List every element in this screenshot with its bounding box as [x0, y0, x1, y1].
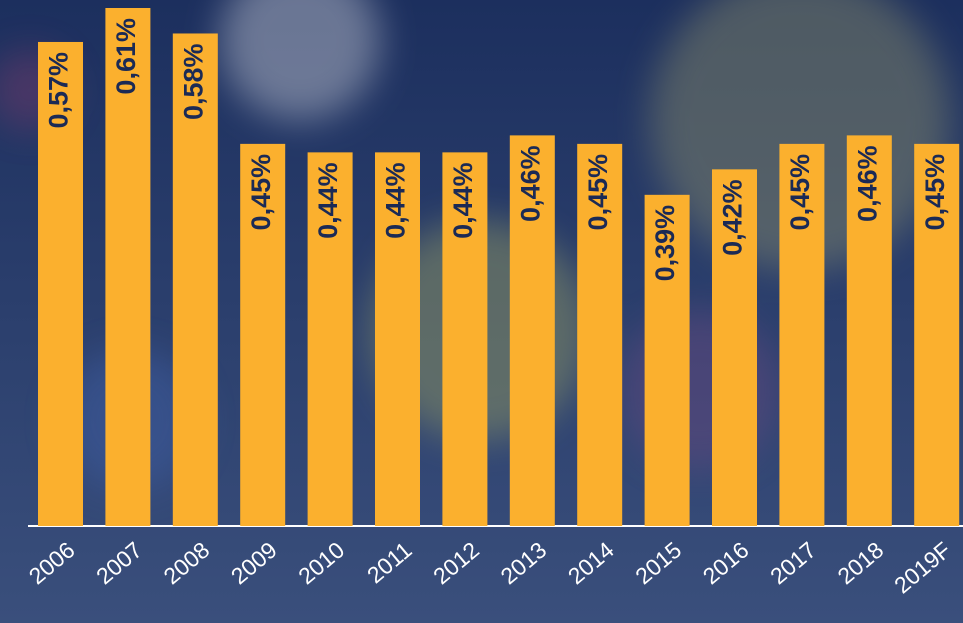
value-label: 0,46%	[852, 145, 882, 222]
bar	[105, 8, 151, 526]
value-label: 0,39%	[650, 205, 680, 282]
bar	[307, 152, 353, 526]
bar	[577, 143, 623, 527]
bar	[846, 135, 892, 526]
bar	[172, 33, 218, 527]
value-label: 0,45%	[246, 154, 276, 231]
value-label: 0,58%	[178, 43, 208, 120]
value-label: 0,45%	[785, 154, 815, 231]
bar	[442, 152, 488, 526]
value-label: 0,61%	[111, 18, 141, 95]
bar	[38, 41, 83, 526]
value-label: 0,42%	[718, 179, 748, 256]
bar	[712, 169, 757, 526]
value-label: 0,45%	[920, 154, 950, 231]
bar	[375, 152, 420, 526]
bar	[914, 143, 960, 527]
value-label: 0,44%	[448, 162, 478, 239]
bar	[644, 194, 690, 526]
value-label: 0,57%	[44, 52, 74, 129]
value-label: 0,44%	[381, 162, 411, 239]
bar	[240, 143, 286, 527]
value-label: 0,46%	[515, 145, 545, 222]
bar	[779, 143, 825, 527]
value-label: 0,44%	[313, 162, 343, 239]
bar	[509, 135, 555, 526]
value-label: 0,45%	[583, 154, 613, 231]
